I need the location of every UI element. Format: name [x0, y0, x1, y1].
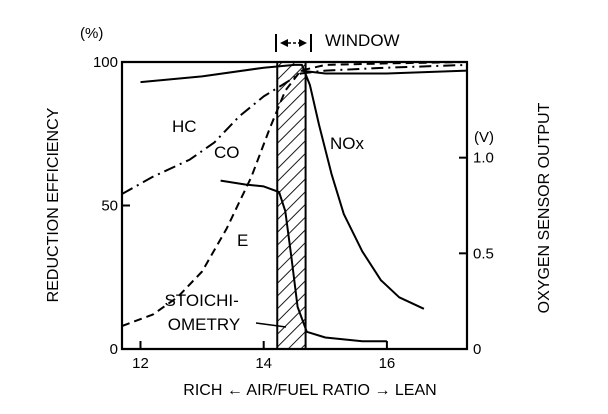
x-axis-arrow-right: →: [374, 382, 390, 399]
x-axis-title: RICH ← AIR/FUEL RATIO → LEAN: [183, 382, 436, 399]
left-axis-unit: (%): [80, 25, 103, 42]
curve-group: [121, 61, 468, 343]
window-arrow-right: [299, 39, 307, 47]
right-tick-label: 1.0: [473, 150, 494, 167]
left-tick-label: 0: [110, 341, 118, 358]
right-axis-title: OXYGEN SENSOR OUTPUT: [536, 102, 553, 313]
window-indicator: [275, 34, 312, 52]
x-axis-arrow-left: ←: [227, 382, 243, 399]
left-tick-label: 100: [93, 54, 118, 71]
x-tick-label: 12: [132, 355, 149, 372]
curve-label-co: CO: [214, 143, 240, 162]
window-hatch: [276, 61, 307, 350]
stoichiometry-line-2: OMETRY: [168, 315, 240, 334]
series-line-nox-upper-3: [300, 69, 468, 75]
right-axis-unit: (V): [474, 129, 494, 146]
series-line-nox: [140, 63, 425, 310]
x-axis-rich: RICH: [183, 382, 222, 399]
window-label: WINDOW: [325, 31, 400, 50]
x-axis-lean: LEAN: [395, 382, 437, 399]
window-arrow-left: [280, 39, 288, 47]
x-tick-label: 14: [255, 355, 272, 372]
series-line-hc: [121, 63, 468, 195]
curve-label-e: E: [237, 231, 248, 250]
x-tick-label: 16: [379, 355, 396, 372]
left-tick-label: 50: [101, 198, 118, 215]
left-axis-title: REDUCTION EFFICIENCY: [45, 107, 62, 302]
series-line-e: [220, 179, 387, 343]
tick-group: 0 50 100 0 0.5 1.0 12 14 16: [93, 54, 494, 372]
curve-label-hc: HC: [172, 117, 197, 136]
right-tick-label: 0.5: [473, 245, 494, 262]
x-axis-center: AIR/FUEL RATIO: [246, 382, 370, 399]
stoichiometry-pointer: [255, 322, 287, 328]
series-line-co: [121, 61, 468, 327]
right-tick-label: 0: [473, 341, 481, 358]
stoichiometry-label: STOICHI- OMETRY: [164, 291, 243, 334]
curve-label-nox: NOx: [330, 134, 365, 153]
stoichiometry-line-1: STOICHI-: [164, 291, 238, 310]
